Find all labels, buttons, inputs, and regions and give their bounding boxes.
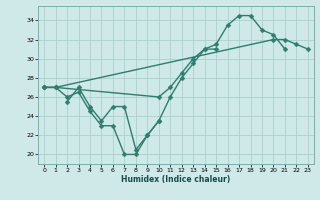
X-axis label: Humidex (Indice chaleur): Humidex (Indice chaleur)	[121, 175, 231, 184]
